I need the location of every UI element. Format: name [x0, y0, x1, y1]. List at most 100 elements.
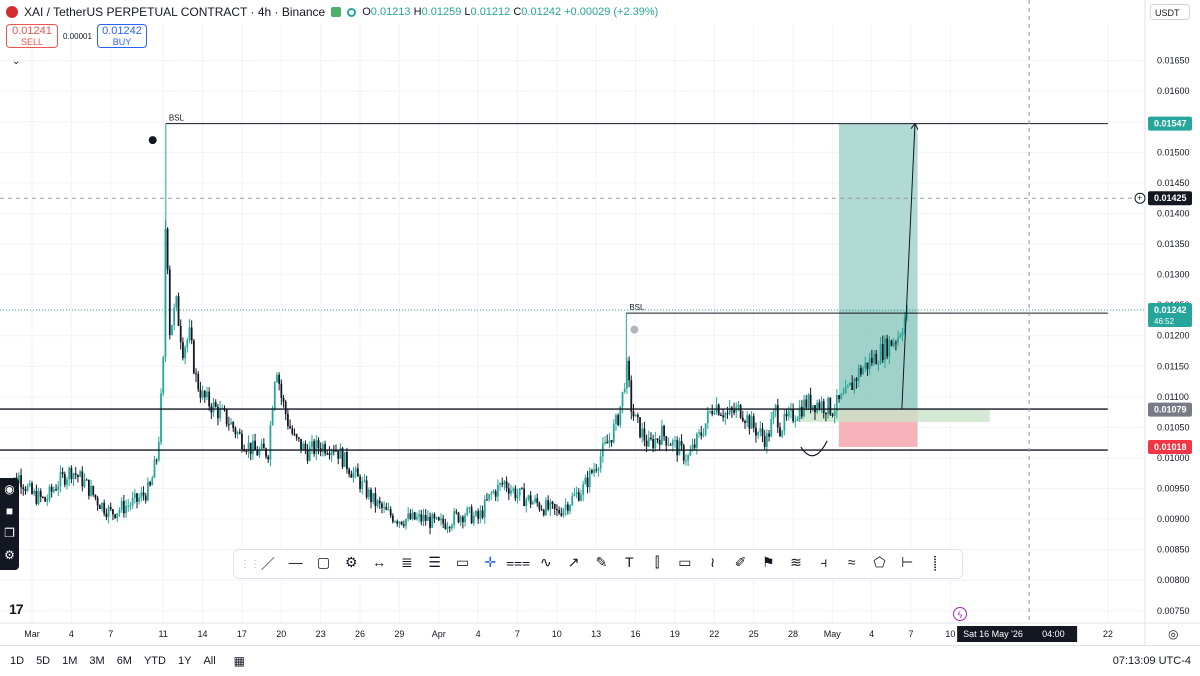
candle-body	[46, 499, 49, 502]
candle-body	[503, 481, 506, 485]
range-5d[interactable]: 5D	[36, 655, 51, 667]
candle-body	[744, 421, 746, 424]
draw-tool-23[interactable]: ⊢	[901, 554, 914, 570]
y-tick-label: 0.00800	[1157, 575, 1190, 585]
buy-button[interactable]: 0.01242 BUY	[97, 24, 147, 48]
candle-body	[833, 411, 836, 416]
draw-tool-6[interactable]: ☰	[428, 554, 441, 570]
draw-tool-14[interactable]: ⫿	[654, 554, 660, 570]
layers-icon[interactable]: ❐	[4, 526, 15, 540]
range-1m[interactable]: 1M	[62, 655, 78, 667]
price-label-bg	[1148, 402, 1192, 417]
candle-body	[77, 475, 79, 477]
alarm-clock-icon[interactable]	[148, 136, 157, 145]
draw-tool-9[interactable]: ⩶	[506, 554, 531, 570]
candle-body	[547, 500, 550, 510]
draw-tool-12[interactable]: ✎	[595, 554, 608, 570]
alarm-clock-icon-faded[interactable]	[630, 325, 639, 334]
price-label-bg	[1148, 116, 1192, 131]
candle-body	[621, 391, 624, 407]
camera-icon[interactable]: ◉	[4, 482, 15, 496]
candle-body	[324, 444, 326, 454]
candle-body	[114, 514, 117, 518]
sell-button[interactable]: 0.01241 SELL	[6, 24, 58, 48]
draw-tool-13[interactable]: T	[624, 554, 634, 570]
draw-tool-1[interactable]: ―	[288, 554, 303, 570]
range-1y[interactable]: 1Y	[177, 655, 192, 667]
candle-body	[892, 342, 895, 346]
candle-body	[599, 456, 602, 469]
candle-body	[680, 441, 683, 446]
draw-tool-8[interactable]: ✛	[484, 554, 497, 570]
range-ytd[interactable]: YTD	[143, 655, 166, 667]
grip-icon[interactable]: ⋮⋮	[240, 558, 260, 570]
currency-select[interactable]: USDT	[1150, 4, 1190, 20]
draw-tool-17[interactable]: ✐	[734, 554, 747, 570]
draw-tool-18[interactable]: ⚑	[761, 554, 775, 570]
entry-band	[798, 408, 990, 422]
draw-tool-21[interactable]: ≈	[847, 554, 856, 570]
draw-tool-2[interactable]: ▢	[316, 554, 331, 570]
candle-body	[829, 397, 832, 415]
clock[interactable]: 07:13:09 UTC-4	[1112, 655, 1191, 667]
candle-body	[676, 440, 679, 456]
time-axis: Mar 4 7 11 14 17 20 23 26 29 Apr 4 7 10 13 16 19 22 25 28 Ma…	[24, 629, 1113, 639]
candle-body	[252, 440, 254, 455]
draw-tool-4[interactable]: ↔	[372, 554, 387, 570]
candle-body	[22, 487, 25, 490]
candle-body	[645, 440, 648, 447]
draw-tool-20[interactable]: ⫞	[820, 554, 828, 570]
draw-tool-19[interactable]: ≋	[790, 554, 802, 570]
price-label-bg	[1148, 439, 1192, 454]
level-label: BSL	[169, 114, 185, 123]
range-6m[interactable]: 6M	[116, 655, 132, 667]
draw-tool-0[interactable]: ／	[260, 556, 275, 572]
candle-body	[120, 501, 123, 510]
candle-body	[453, 511, 456, 526]
draw-tool-22[interactable]: ⬠	[873, 554, 886, 570]
range-all[interactable]: All	[203, 655, 216, 667]
tradingview-logo[interactable]: 17	[9, 601, 24, 617]
candle-body	[42, 496, 44, 498]
range-3m[interactable]: 3M	[89, 655, 105, 667]
video-icon[interactable]: ■	[5, 504, 14, 518]
candle-body	[398, 521, 401, 524]
axis-settings-icon[interactable]: ◎	[1168, 627, 1179, 641]
draw-tool-24[interactable]: ⸽	[933, 555, 937, 571]
chevron-down-icon[interactable]: ⌄	[12, 56, 21, 67]
draw-tool-11[interactable]: ↗	[567, 554, 580, 570]
y-tick-label: 0.01200	[1157, 331, 1190, 341]
symbol-title[interactable]: XAI / TetherUS PERPETUAL CONTRACT · 4h ·…	[24, 5, 326, 19]
draw-tool-3[interactable]: ⚙	[345, 554, 358, 570]
candle-body	[553, 504, 556, 510]
x-tick-label: 19	[670, 629, 680, 639]
candle-body	[341, 448, 344, 467]
draw-tool-10[interactable]: ∿	[540, 554, 552, 570]
flash-icon[interactable]: ϟ	[953, 607, 967, 621]
candle-body	[709, 411, 711, 413]
settings-gear-icon[interactable]: ⚙	[4, 548, 15, 562]
draw-tool-5[interactable]: ≣	[401, 554, 413, 570]
candle-body	[247, 442, 250, 452]
candle-body	[783, 413, 786, 431]
candle-body	[774, 405, 777, 412]
range-1d[interactable]: 1D	[10, 655, 25, 667]
candle-body	[562, 509, 565, 516]
y-tick-label: 0.01350	[1157, 239, 1190, 249]
draw-tool-15[interactable]: ▭	[678, 554, 692, 570]
price-label-text: 0.01425	[1154, 193, 1187, 203]
candle-body	[466, 507, 469, 516]
candle-body	[768, 433, 770, 437]
price-chart[interactable]: BSL BSL 0.00750 0.00800 0.00850 0.00900 0.009…	[0, 0, 1200, 645]
candle-body	[669, 444, 672, 446]
candle-body	[779, 427, 781, 437]
draw-tool-7[interactable]: ▭	[455, 554, 470, 570]
candle-body	[877, 363, 880, 365]
candle-body	[160, 393, 162, 443]
draw-tool-16[interactable]: ≀	[710, 554, 716, 570]
x-tick-label: 22	[1103, 629, 1113, 639]
calendar-icon[interactable]: ▦	[233, 654, 246, 668]
candle-body	[372, 493, 375, 503]
y-tick-label: 0.01650	[1157, 56, 1190, 66]
add-alert-icon[interactable]	[1134, 192, 1146, 204]
